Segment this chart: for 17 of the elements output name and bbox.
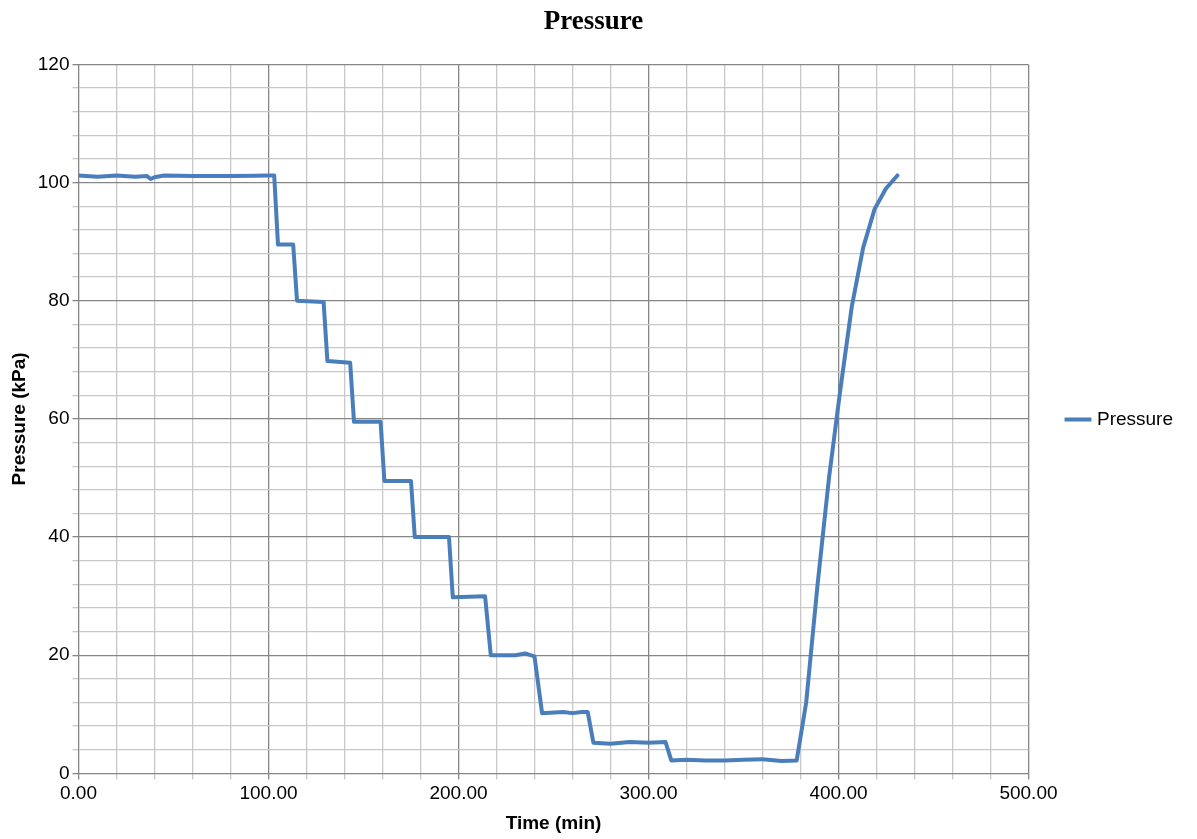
y-tick-label: 0 [58, 761, 70, 783]
y-tick-label: 60 [48, 407, 70, 429]
x-tick-label: 100.00 [239, 782, 298, 804]
y-tick-label: 80 [48, 288, 70, 310]
chart-title: Pressure [543, 5, 644, 36]
x-tick-label: 400.00 [809, 782, 868, 804]
x-tick-label: 200.00 [429, 782, 488, 804]
x-tick-label: 500.00 [999, 782, 1058, 804]
x-axis-title: Time (min) [505, 811, 602, 833]
x-tick-label: 0.00 [60, 782, 97, 804]
y-tick-label: 20 [48, 643, 70, 665]
y-tick-label: 40 [48, 525, 70, 547]
y-axis-title: Pressure (kPa) [7, 352, 29, 486]
y-tick-label: 120 [37, 52, 70, 74]
y-tick-label: 100 [37, 170, 70, 192]
x-tick-label: 300.00 [619, 782, 678, 804]
legend-label: Pressure [1096, 407, 1173, 429]
